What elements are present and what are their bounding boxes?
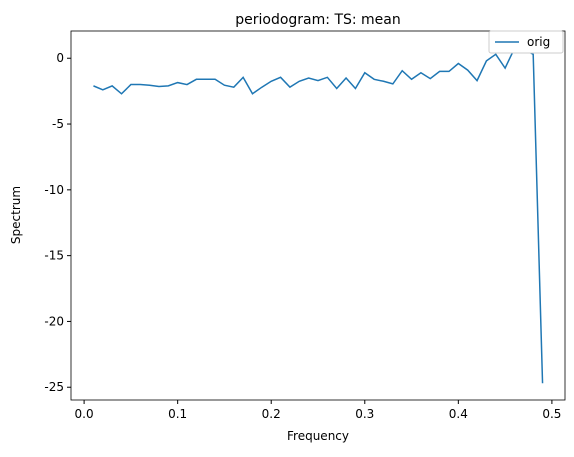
line-series [93, 47, 544, 384]
x-tick-label: 0.0 [75, 407, 94, 421]
x-tick-label: 0.1 [168, 407, 187, 421]
x-tick-label: 0.5 [542, 407, 561, 421]
y-tick-label: -25 [44, 380, 64, 394]
y-tick-label: -20 [44, 314, 64, 328]
x-axis-label: Frequency [287, 429, 349, 443]
chart-title: periodogram: TS: mean [235, 12, 401, 28]
y-tick-label: -15 [44, 249, 64, 263]
y-tick-label: 0 [56, 51, 64, 65]
x-tick-label: 0.4 [449, 407, 468, 421]
x-tick-label: 0.3 [355, 407, 374, 421]
x-tick-label: 0.2 [262, 407, 281, 421]
y-tick-label: -10 [44, 183, 64, 197]
plot-frame [70, 30, 566, 401]
y-tick-label: -5 [52, 117, 64, 131]
legend-label: orig [527, 35, 550, 49]
y-axis-label: Spectrum [9, 186, 23, 244]
legend-box [488, 30, 564, 54]
